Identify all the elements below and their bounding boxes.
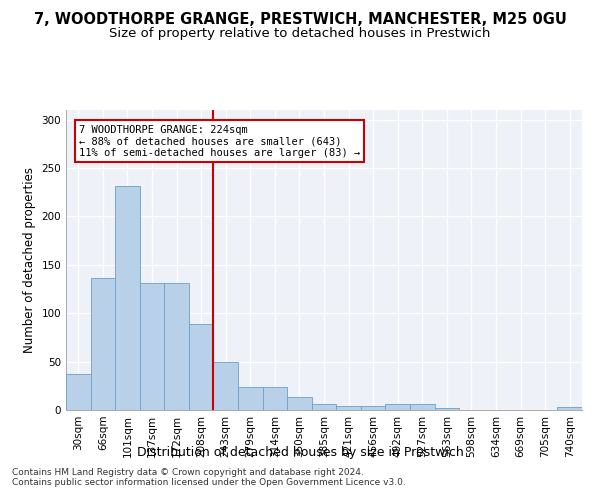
Bar	[385, 404, 410, 410]
Text: 7 WOODTHORPE GRANGE: 224sqm
← 88% of detached houses are smaller (643)
11% of se: 7 WOODTHORPE GRANGE: 224sqm ← 88% of det…	[79, 124, 360, 158]
Bar	[189, 324, 214, 410]
Bar	[410, 404, 434, 410]
Bar	[214, 362, 238, 410]
Bar	[361, 406, 385, 410]
Bar	[140, 283, 164, 410]
Text: Contains HM Land Registry data © Crown copyright and database right 2024.
Contai: Contains HM Land Registry data © Crown c…	[12, 468, 406, 487]
Y-axis label: Number of detached properties: Number of detached properties	[23, 167, 36, 353]
Bar	[263, 387, 287, 410]
Text: 7, WOODTHORPE GRANGE, PRESTWICH, MANCHESTER, M25 0GU: 7, WOODTHORPE GRANGE, PRESTWICH, MANCHES…	[34, 12, 566, 28]
Bar	[312, 404, 336, 410]
Bar	[287, 398, 312, 410]
Bar	[115, 186, 140, 410]
Bar	[66, 374, 91, 410]
Bar	[557, 407, 582, 410]
Bar	[91, 278, 115, 410]
Text: Size of property relative to detached houses in Prestwich: Size of property relative to detached ho…	[109, 28, 491, 40]
Bar	[238, 387, 263, 410]
Bar	[336, 406, 361, 410]
Text: Distribution of detached houses by size in Prestwich: Distribution of detached houses by size …	[137, 446, 463, 459]
Bar	[434, 408, 459, 410]
Bar	[164, 283, 189, 410]
